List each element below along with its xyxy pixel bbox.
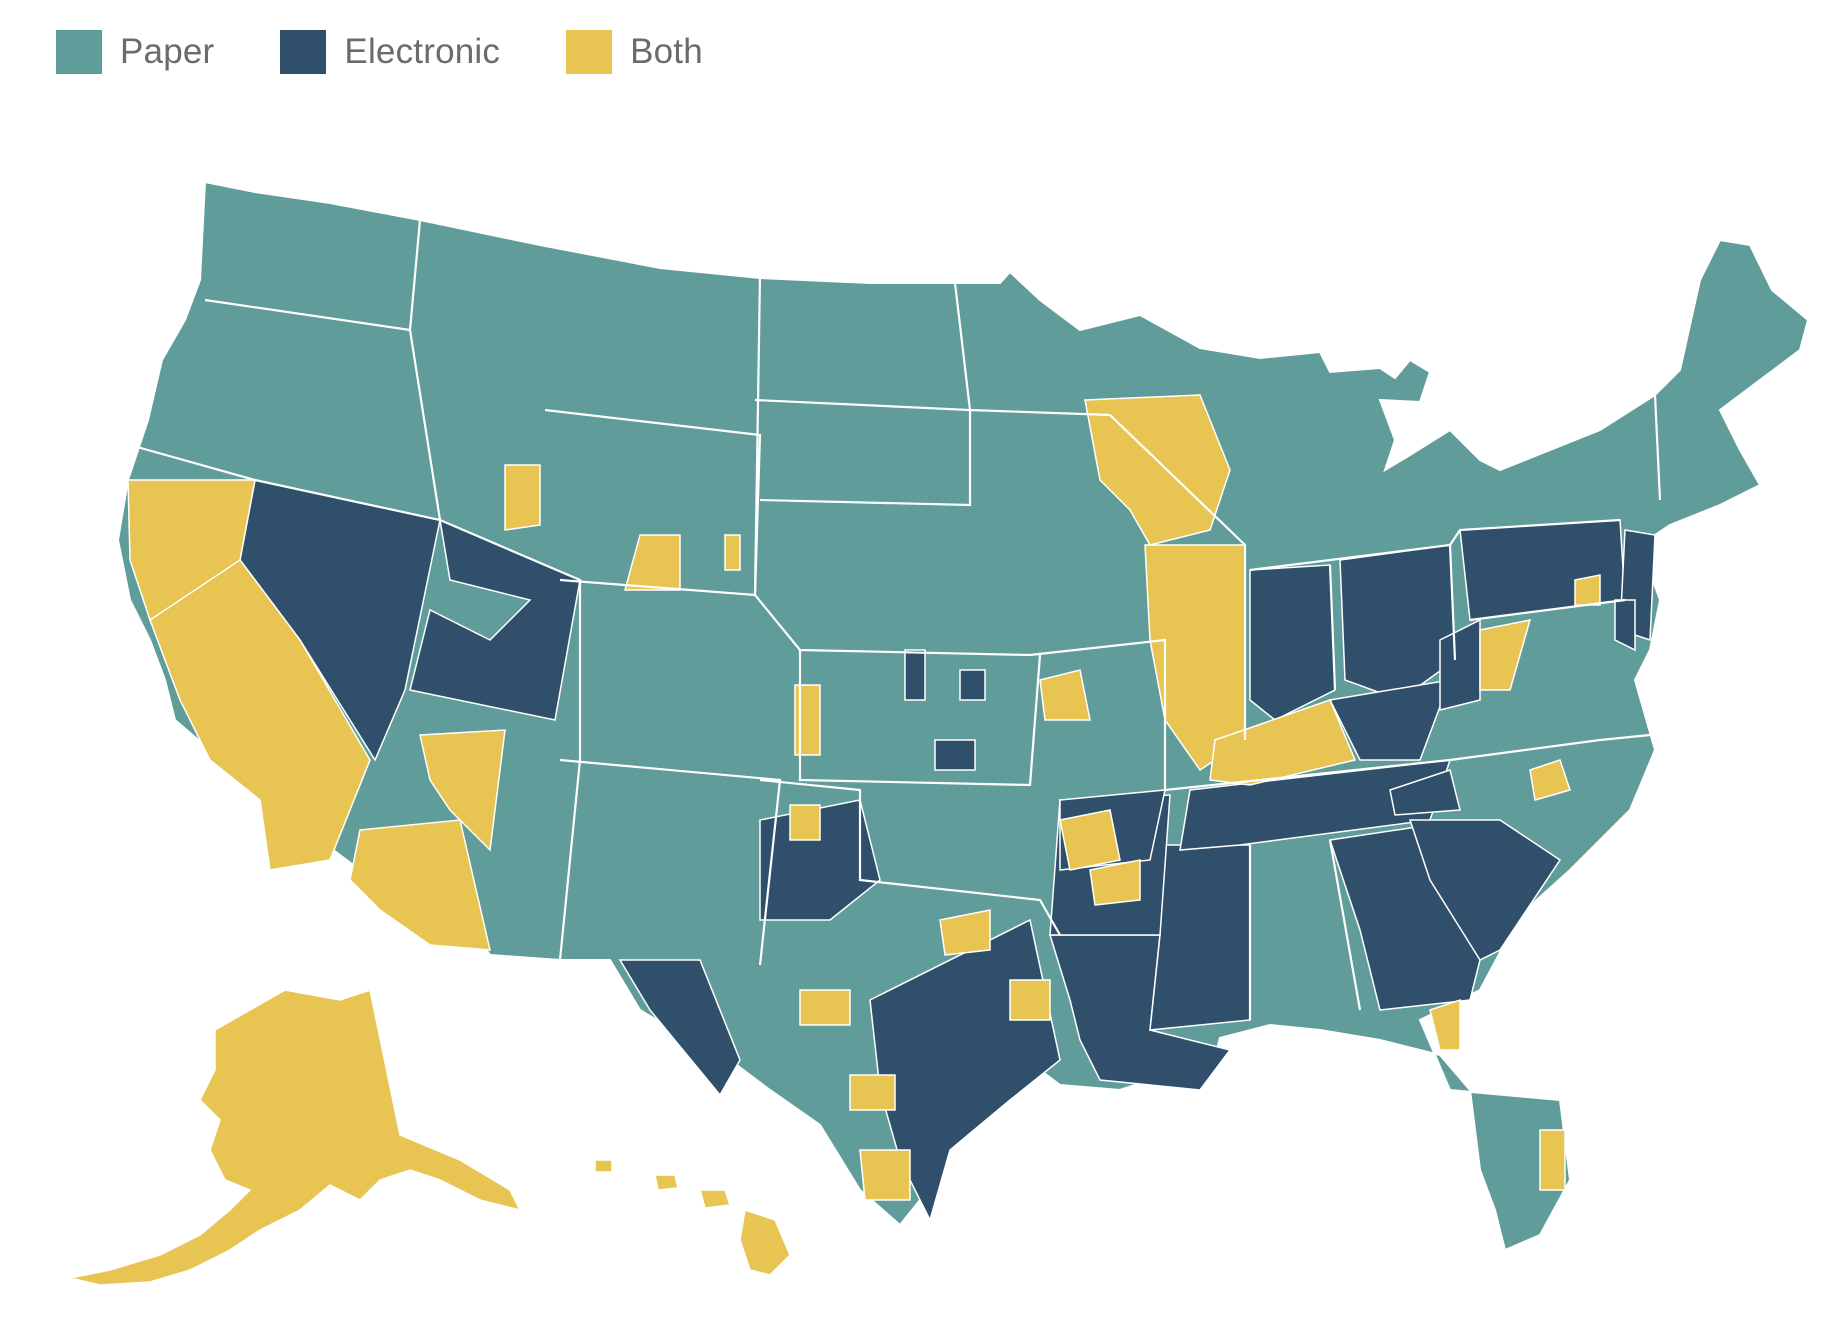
region-missouri-b bbox=[1059, 809, 1121, 871]
legend-label-both: Both bbox=[630, 32, 703, 71]
legend-swatch-electronic bbox=[280, 30, 327, 74]
border-line bbox=[129, 443, 582, 760]
border-line bbox=[1459, 518, 1621, 532]
border-line bbox=[753, 274, 1031, 657]
border-line bbox=[1029, 638, 1167, 790]
border-line bbox=[798, 650, 1042, 787]
region-missouri-a bbox=[1039, 669, 1091, 721]
border-line bbox=[1448, 544, 1457, 661]
region-indiana bbox=[1249, 564, 1336, 721]
region-california-central bbox=[149, 558, 371, 871]
border-line bbox=[1109, 414, 1247, 740]
region-florida-a bbox=[1429, 998, 1461, 1051]
region-alaska bbox=[69, 989, 522, 1286]
region-texas-west bbox=[618, 959, 741, 1097]
border-line bbox=[544, 408, 762, 597]
border-line bbox=[1328, 564, 1337, 691]
region-virginia bbox=[1479, 619, 1532, 691]
legend-item-paper: Paper bbox=[56, 30, 214, 74]
border-line bbox=[759, 778, 1061, 936]
region-arizona-north bbox=[419, 729, 506, 852]
region-texas-a bbox=[799, 989, 851, 1026]
region-south-carolina bbox=[1408, 819, 1562, 961]
region-hawaii-big bbox=[739, 1209, 791, 1276]
region-idaho bbox=[504, 464, 541, 531]
state-borders bbox=[129, 219, 1662, 1020]
legend-label-paper: Paper bbox=[120, 32, 215, 71]
legend-swatch-both bbox=[566, 30, 613, 74]
border-line bbox=[1653, 394, 1662, 501]
region-kansas-b bbox=[934, 739, 976, 771]
region-north-carolina-b bbox=[1529, 759, 1571, 801]
legend-label-electronic: Electronic bbox=[344, 32, 501, 71]
border-line bbox=[754, 398, 972, 507]
legend-swatch-paper bbox=[56, 30, 102, 74]
region-delaware bbox=[1614, 599, 1636, 652]
region-kansas-west bbox=[794, 684, 821, 756]
border-line bbox=[953, 282, 1111, 417]
border-line bbox=[559, 758, 782, 966]
region-kansas-c bbox=[959, 669, 986, 701]
region-florida-b bbox=[1539, 1129, 1566, 1191]
legend-item-both: Both bbox=[566, 30, 703, 74]
region-west-virginia bbox=[1439, 618, 1481, 711]
region-kentucky-east bbox=[1328, 679, 1452, 761]
region-hawaii-kauai bbox=[594, 1159, 613, 1173]
region-texas-b bbox=[849, 1074, 896, 1111]
legend-item-electronic: Electronic bbox=[280, 30, 500, 74]
border-line bbox=[1328, 839, 1362, 1011]
region-kansas-a bbox=[904, 649, 926, 701]
border-line bbox=[1164, 733, 1651, 792]
region-kentucky-west bbox=[1209, 699, 1357, 786]
border-line bbox=[1469, 598, 1626, 622]
region-hawaii-maui bbox=[699, 1189, 732, 1209]
region-texas-e bbox=[1009, 979, 1051, 1021]
region-texas-d bbox=[939, 909, 991, 956]
region-arkansas-b bbox=[1089, 859, 1141, 906]
region-texas-c bbox=[859, 1149, 911, 1201]
region-wyoming-b bbox=[724, 534, 741, 571]
region-new-york bbox=[1574, 574, 1601, 606]
region-wisconsin bbox=[1084, 394, 1231, 546]
border-line bbox=[408, 219, 422, 331]
border-line bbox=[558, 759, 582, 961]
both-regions bbox=[69, 394, 1601, 1286]
region-hawaii-oahu bbox=[654, 1174, 679, 1191]
region-oklahoma bbox=[789, 804, 821, 841]
region-north-carolina-a bbox=[1389, 769, 1461, 816]
map-legend: Paper Electronic Both bbox=[56, 28, 769, 76]
region-utah bbox=[409, 518, 581, 721]
